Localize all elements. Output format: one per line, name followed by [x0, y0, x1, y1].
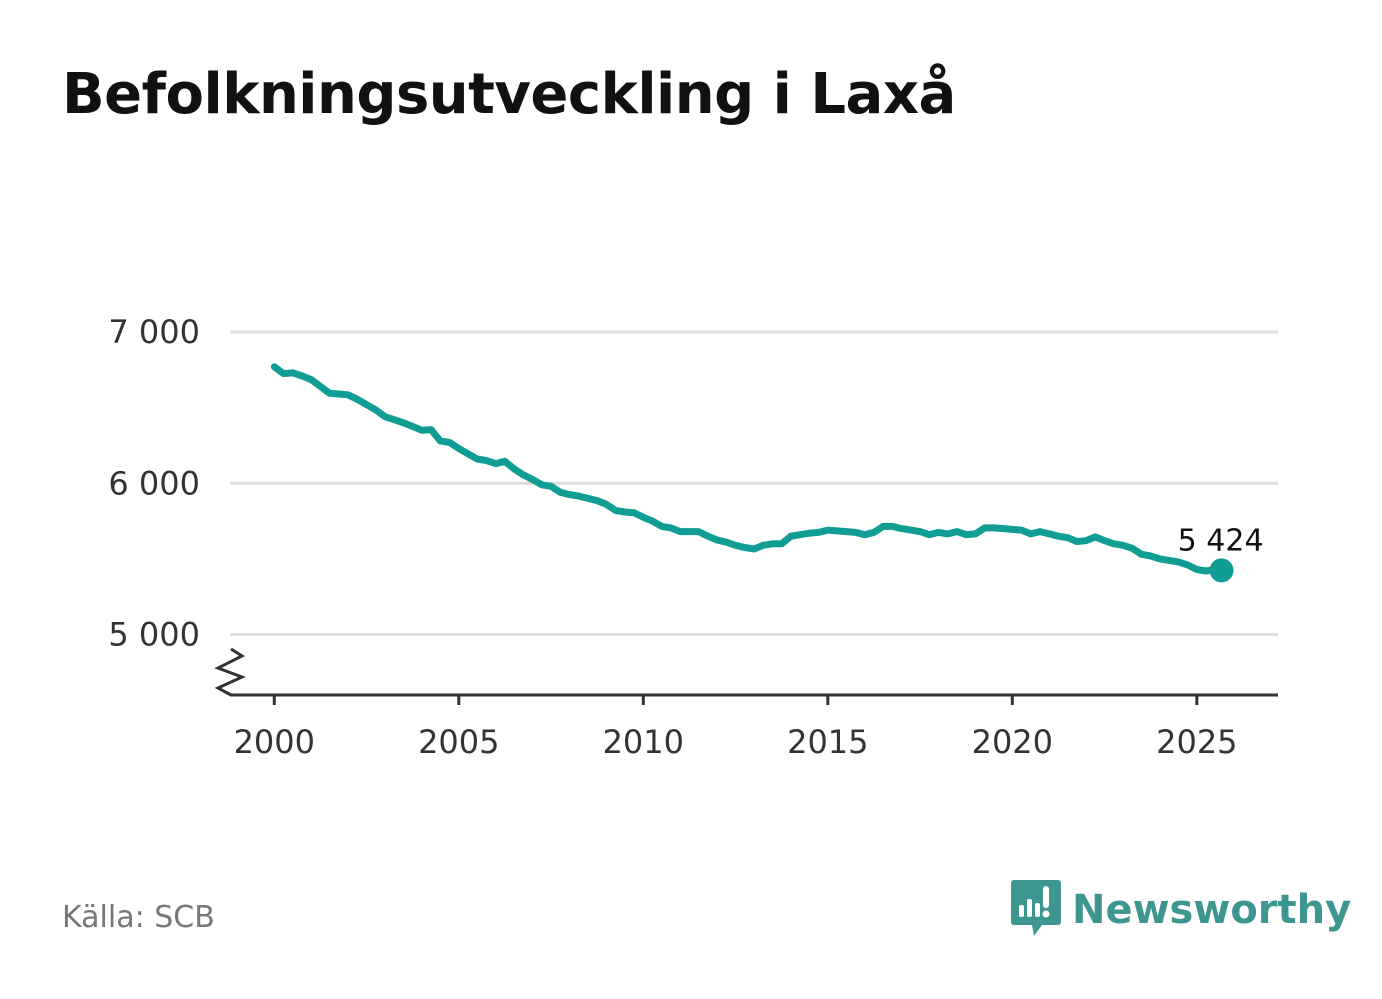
x-tick-label: 2005: [418, 723, 499, 761]
x-axis-tick-labels: 2000 2005 2010 2015 2020 2025: [234, 723, 1238, 761]
newsworthy-logo-icon: [1010, 878, 1062, 942]
end-point-marker: [1209, 558, 1234, 583]
x-tick-label: 2015: [787, 723, 868, 761]
x-tick-label: 2000: [234, 723, 315, 761]
brand-logo: Newsworthy: [1010, 878, 1351, 942]
y-tick-label: 5 000: [108, 616, 200, 654]
axis-break-icon: [214, 647, 246, 697]
x-tick-label: 2020: [972, 723, 1053, 761]
x-axis: [214, 647, 1278, 705]
end-value-label: 5 424: [1178, 523, 1264, 558]
series-line: [270, 363, 1225, 575]
source-note: Källa: SCB: [62, 900, 215, 935]
y-tick-label: 6 000: [108, 464, 200, 502]
y-tick-label: 7 000: [108, 313, 200, 351]
x-tick-label: 2025: [1156, 723, 1237, 761]
y-axis-tick-labels: 5 000 6 000 7 000: [108, 313, 200, 654]
end-label-layer: 5 424: [1178, 523, 1264, 558]
series-layer: [270, 363, 1234, 583]
page-title: Befolkningsutveckling i Laxå: [62, 62, 956, 127]
gridlines: [230, 330, 1278, 636]
x-tick-label: 2010: [603, 723, 684, 761]
brand-name: Newsworthy: [1072, 887, 1352, 933]
